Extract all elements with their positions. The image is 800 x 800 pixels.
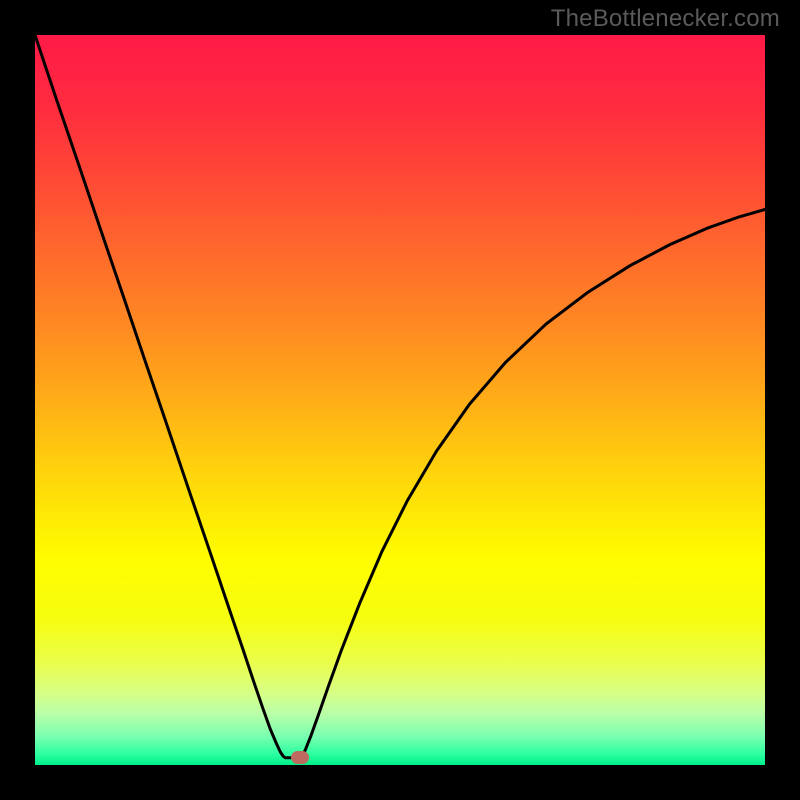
chart-stage: TheBottlenecker.com bbox=[0, 0, 800, 800]
watermark-text: TheBottlenecker.com bbox=[551, 5, 780, 33]
bottleneck-curve bbox=[35, 35, 765, 765]
optimum-marker bbox=[291, 751, 309, 763]
curve-path bbox=[35, 35, 765, 758]
plot-area bbox=[35, 35, 765, 765]
